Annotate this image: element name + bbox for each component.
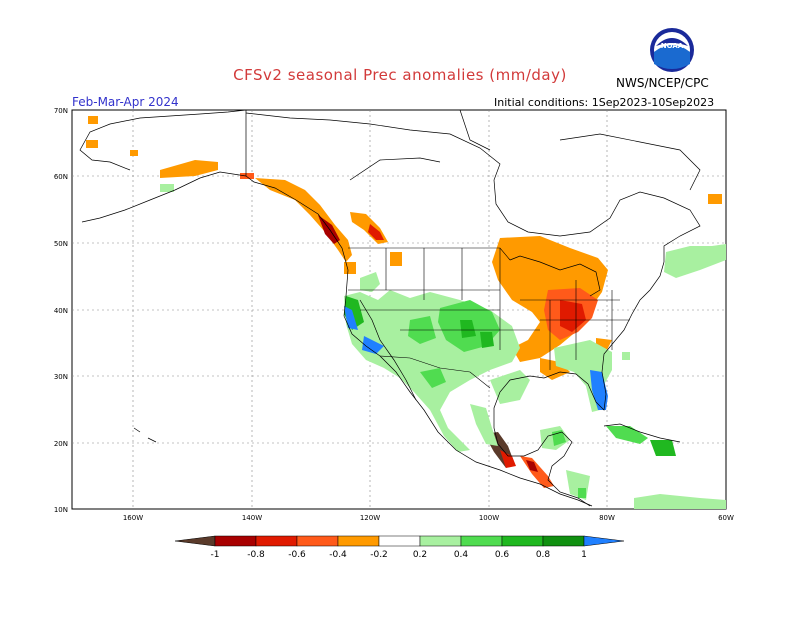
colorbar-bin [542, 535, 585, 547]
colorbar-label: 0.8 [536, 550, 551, 560]
lat-label: 10N [54, 506, 68, 514]
lon-label: 80W [599, 514, 615, 522]
colorbar-low-triangle [174, 535, 216, 547]
initial-conditions: Initial conditions: 1Sep2023-10Sep2023 [494, 96, 715, 109]
agency-label: NWS/NCEP/CPC [616, 76, 709, 90]
lon-label: 100W [479, 514, 499, 522]
lat-label: 60N [54, 173, 68, 181]
lon-label: 120W [360, 514, 380, 522]
lat-label: 20N [54, 440, 68, 448]
colorbar-label: 0.6 [495, 550, 510, 560]
colorbar-label: -0.4 [329, 550, 347, 560]
colorbar-label: 0.2 [413, 550, 427, 560]
political-borders [348, 247, 630, 389]
anomaly-shading [86, 116, 726, 509]
colorbar-high-triangle [583, 535, 625, 547]
colorbar-label: -0.6 [288, 550, 306, 560]
colorbar-bin [419, 535, 462, 547]
colorbar: -1 -0.8 -0.6 -0.4 -0.2 0.2 0.4 0.6 0.8 1 [174, 535, 625, 560]
colorbar-bin [214, 535, 257, 547]
colorbar-bin [255, 535, 298, 547]
lon-label: 160W [123, 514, 143, 522]
colorbar-label: -0.2 [370, 550, 388, 560]
colorbar-bin [378, 535, 421, 547]
lon-label: 140W [242, 514, 262, 522]
lat-label: 70N [54, 107, 68, 115]
colorbar-label: -0.8 [247, 550, 265, 560]
colorbar-bin [460, 535, 503, 547]
lat-labels: 70N 60N 50N 40N 30N 20N 10N [54, 107, 68, 514]
lat-label: 30N [54, 373, 68, 381]
lat-label: 40N [54, 307, 68, 315]
lon-labels: 160W 140W 120W 100W 80W 60W [123, 514, 734, 522]
colorbar-label: 0.4 [454, 550, 469, 560]
logo-text: NOAA [661, 42, 684, 50]
colorbar-label: 1 [581, 550, 587, 560]
coastlines [79, 109, 701, 507]
map-title: CFSv2 seasonal Prec anomalies (mm/day) [233, 66, 567, 84]
forecast-period: Feb-Mar-Apr 2024 [72, 95, 179, 109]
noaa-logo: NOAA [650, 28, 694, 72]
lon-label: 60W [718, 514, 734, 522]
colorbar-bin [337, 535, 380, 547]
colorbar-label: -1 [211, 550, 220, 560]
lat-label: 50N [54, 240, 68, 248]
colorbar-bin [296, 535, 339, 547]
colorbar-bin [501, 535, 544, 547]
